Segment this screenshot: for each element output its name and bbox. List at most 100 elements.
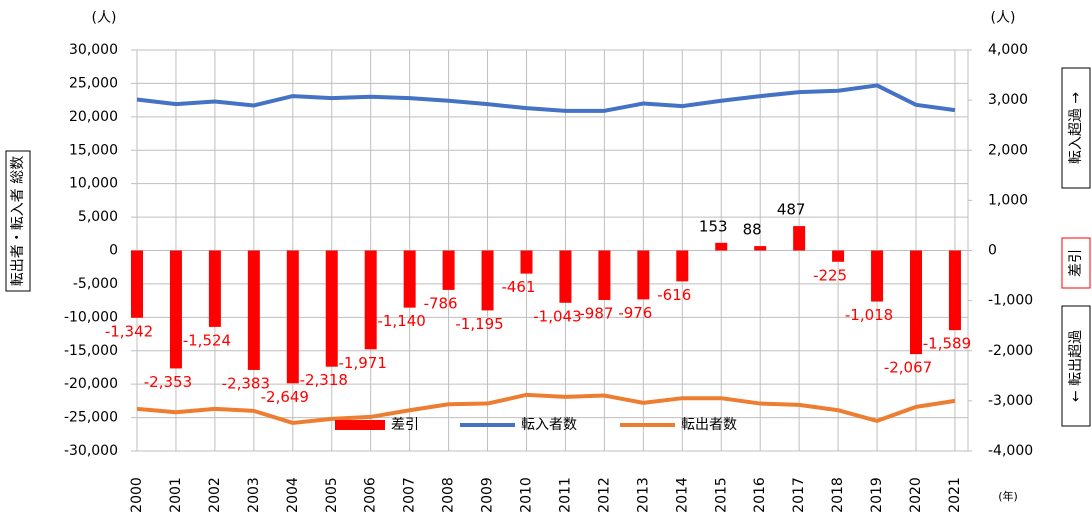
data-label: -1,140 — [377, 312, 425, 330]
data-label: 153 — [699, 217, 728, 235]
data-label: 487 — [777, 201, 806, 219]
y2-label-mid: 差引 — [1068, 249, 1084, 277]
bar — [325, 250, 338, 367]
x-tick-label: 2016 — [752, 477, 768, 513]
x-tick-label: 2020 — [908, 477, 924, 513]
x-tick-label: 2000 — [129, 477, 145, 513]
y-label-box — [5, 150, 31, 292]
bar — [676, 250, 689, 282]
y-tick-label: 25,000 — [69, 75, 118, 91]
bar — [715, 242, 728, 251]
x-tick-label: 2006 — [363, 477, 379, 513]
data-label: -2,067 — [884, 359, 932, 377]
bar — [481, 250, 494, 311]
x-tick-label: 2009 — [480, 477, 496, 513]
x-tick-label: 2012 — [596, 477, 612, 513]
bar — [832, 250, 845, 262]
bar — [208, 250, 221, 327]
bar — [871, 250, 884, 302]
y2-tick-label: 4,000 — [988, 42, 1028, 58]
y2-unit: (人) — [991, 10, 1016, 26]
y2-tick-label: -1,000 — [988, 293, 1033, 309]
y2-tick-label: -3,000 — [988, 393, 1033, 409]
bar — [598, 250, 611, 300]
data-label: -1,195 — [455, 315, 503, 333]
data-label: 88 — [743, 221, 762, 239]
data-label: -616 — [657, 286, 691, 304]
bar — [754, 246, 767, 251]
bar — [793, 226, 806, 251]
y-tick-label: 20,000 — [69, 109, 118, 125]
x-tick-label: 2004 — [285, 477, 301, 513]
bar — [637, 250, 650, 300]
bar — [169, 250, 182, 369]
data-label: -1,589 — [923, 335, 971, 353]
data-label: -1,971 — [339, 354, 387, 372]
data-label: -1,043 — [533, 307, 581, 325]
y2-label-top: 転入超過 → — [1068, 92, 1084, 164]
line — [136, 83, 956, 113]
y2-label-box — [1061, 305, 1091, 427]
plot-area — [131, 83, 961, 425]
x-tick-label: 2001 — [168, 477, 184, 513]
y2-tick-label: 2,000 — [988, 142, 1028, 158]
y-tick-label: 30,000 — [69, 42, 118, 58]
y-tick-label: -20,000 — [64, 376, 118, 392]
x-tick-label: 2002 — [207, 477, 223, 513]
y-tick-label: 0 — [109, 243, 118, 259]
x-tick-label: 2003 — [246, 477, 262, 513]
bar — [247, 250, 260, 370]
y-tick-label: -25,000 — [64, 410, 118, 426]
data-label: -987 — [579, 304, 613, 322]
bar — [910, 250, 922, 355]
x-tick-label: 2008 — [441, 477, 457, 513]
legend-label: 差引 — [391, 417, 419, 433]
x-tick-label: 2007 — [402, 477, 418, 513]
x-tick-label: 2021 — [947, 477, 963, 513]
bar — [131, 250, 143, 318]
legend-swatch — [335, 420, 385, 430]
bar — [559, 250, 572, 303]
y2-label-box — [1061, 67, 1091, 189]
y-label: 転出者・転入者 総数 — [10, 156, 26, 286]
x-tick-label: 2015 — [713, 477, 729, 513]
x-tick-label: 2005 — [324, 477, 340, 513]
y2-tick-label: 3,000 — [988, 92, 1028, 108]
data-label: -2,649 — [261, 388, 309, 406]
x-tick-label: 2017 — [791, 477, 807, 513]
y-tick-label: 5,000 — [78, 209, 118, 225]
data-label: -2,318 — [300, 371, 348, 389]
bar — [948, 250, 961, 331]
y-tick-label: -15,000 — [64, 343, 118, 359]
y2-label-box — [1061, 237, 1091, 289]
y2-tick-label: -4,000 — [988, 443, 1033, 459]
data-label: -976 — [618, 304, 652, 322]
x-tick-label: 2011 — [557, 477, 573, 513]
x-unit: (年) — [998, 489, 1018, 503]
data-label: -461 — [501, 278, 535, 296]
bar — [520, 250, 533, 274]
bar — [442, 250, 455, 290]
y-tick-label: -5,000 — [73, 276, 118, 292]
bar — [364, 250, 377, 350]
x-tick-label: 2019 — [869, 477, 885, 513]
y-tick-label: 15,000 — [69, 142, 118, 158]
x-tick-label: 2014 — [674, 477, 690, 513]
data-label: -1,018 — [845, 306, 893, 324]
y-tick-label: -30,000 — [64, 443, 118, 459]
bar — [286, 250, 299, 384]
y-unit: (人) — [92, 10, 117, 26]
x-tick-label: 2018 — [830, 477, 846, 513]
data-label: -786 — [424, 294, 458, 312]
y-tick-label: 10,000 — [69, 176, 118, 192]
data-label: -1,524 — [183, 331, 231, 349]
x-tick-label: 2013 — [635, 477, 651, 513]
data-label: -1,342 — [105, 322, 153, 340]
y2-tick-label: -2,000 — [988, 343, 1033, 359]
data-label: -2,353 — [144, 373, 192, 391]
legend-label: 転入者数 — [521, 417, 577, 433]
line — [136, 392, 956, 425]
data-label: -225 — [813, 266, 847, 284]
y2-tick-label: 0 — [988, 243, 997, 259]
y-tick-label: -10,000 — [64, 309, 118, 325]
